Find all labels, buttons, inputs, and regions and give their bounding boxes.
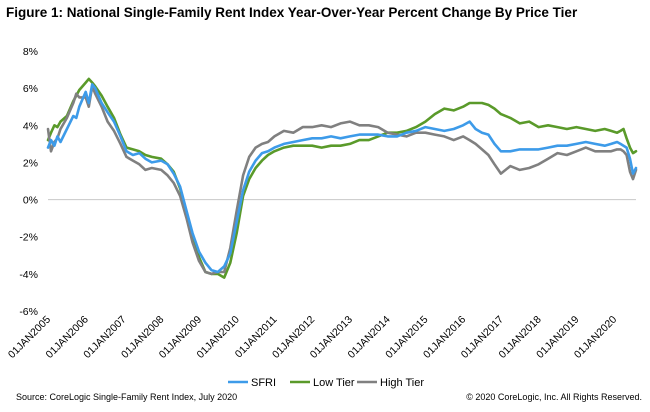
series-line-high-tier bbox=[46, 85, 638, 276]
source-note: Source: CoreLogic Single-Family Rent Ind… bbox=[16, 392, 238, 402]
series-lines bbox=[46, 77, 638, 279]
y-tick-label: -4% bbox=[19, 269, 38, 281]
legend-label: Low Tier bbox=[313, 377, 355, 389]
legend: SFRI Low Tier High Tier bbox=[228, 377, 424, 389]
y-tick-label: 4% bbox=[23, 120, 38, 132]
chart-title: Figure 1: National Single-Family Rent In… bbox=[6, 5, 578, 20]
y-axis-labels: -6% -4% -2% 0% 2% 4% 6% 8% bbox=[19, 46, 38, 318]
y-tick-label: -2% bbox=[19, 232, 38, 244]
copyright-note: © 2020 CoreLogic, Inc. All Rights Reserv… bbox=[466, 392, 642, 402]
y-tick-label: -6% bbox=[19, 306, 38, 318]
x-axis-labels: 01JAN200501JAN200601JAN200701JAN200801JA… bbox=[6, 314, 620, 361]
y-tick-label: 0% bbox=[23, 195, 38, 207]
legend-label: High Tier bbox=[380, 377, 424, 389]
y-tick-label: 8% bbox=[23, 46, 38, 58]
series-line-low-tier bbox=[46, 77, 638, 279]
y-tick-label: 2% bbox=[23, 157, 38, 169]
series-line-sfri bbox=[46, 83, 638, 274]
y-tick-label: 6% bbox=[23, 83, 38, 95]
legend-label: SFRI bbox=[251, 377, 276, 389]
